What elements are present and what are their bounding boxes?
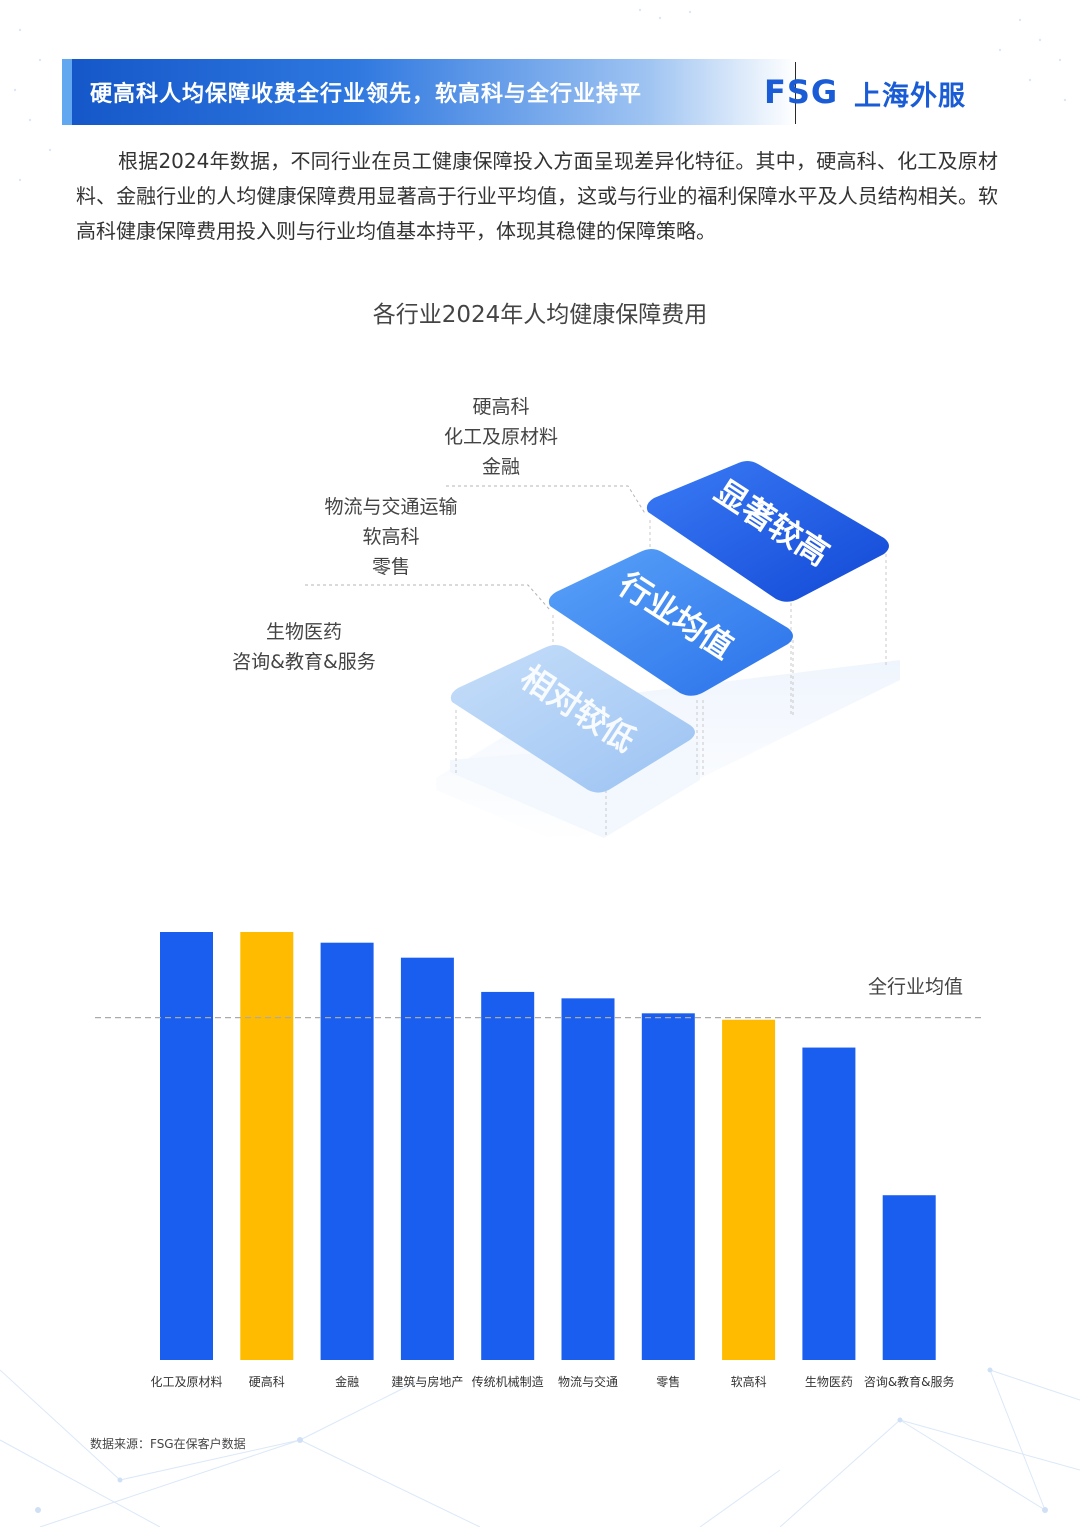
tier-low-industries: 生物医药 咨询&教育&服务 [224,617,384,677]
tier-high-industries: 硬高科 化工及原材料 金融 [441,392,561,482]
bar-10 [882,1195,936,1360]
bar-4 [400,957,454,1360]
x-tick-label: 金融 [335,1375,360,1389]
x-tick-label: 零售 [656,1375,681,1389]
tier-industry: 金融 [481,456,520,478]
bar-2 [240,932,294,1360]
x-tick-label: 传统机械制造 [471,1375,544,1389]
bar-9 [802,1047,856,1360]
tier-industry: 零售 [371,556,410,578]
x-tick-label: 物流与交通 [557,1375,619,1389]
x-tick-label: 咨询&教育&服务 [863,1375,955,1389]
header-band [62,59,795,125]
chart-title: 各行业2024年人均健康保障费用 [372,302,708,328]
x-tick-label: 建筑与房地产 [391,1375,464,1389]
bar-8 [722,1019,776,1360]
bar-6 [561,998,615,1360]
tier-industry: 化工及原材料 [443,426,558,448]
page-title: 硬高科人均保障收费全行业领先，软高科与全行业持平 [90,82,643,107]
x-tick-label: 化工及原材料 [150,1375,223,1389]
intro-paragraph: 根据2024年数据，不同行业在员工健康保障投入方面呈现差异化特征。其中，硬高科、… [76,149,998,243]
x-tick-label: 硬高科 [248,1375,285,1389]
data-source: 数据来源：FSG在保客户数据 [90,1437,246,1451]
x-tick-label: 生物医药 [804,1375,853,1389]
average-line-label: 全行业均值 [868,976,964,998]
bar-3 [320,942,374,1360]
bar-5 [481,991,535,1360]
header-divider [795,62,796,124]
tier-industry: 软高科 [362,526,420,548]
x-tick-label: 软高科 [730,1375,767,1389]
tier-industry: 物流与交通运输 [324,496,458,518]
bar-7 [641,1013,695,1360]
step-mid: 行业均值 [548,549,793,696]
company-logo-text: 上海外服 [854,81,966,112]
fsg-logo: FSG [764,73,839,111]
bar-1 [160,932,213,1360]
tier-industry: 硬高科 [472,396,530,418]
tier-industry: 咨询&教育&服务 [232,651,376,673]
tier-industry: 生物医药 [265,621,342,643]
tier-avg-industries: 物流与交通运输 软高科 零售 [316,492,466,582]
